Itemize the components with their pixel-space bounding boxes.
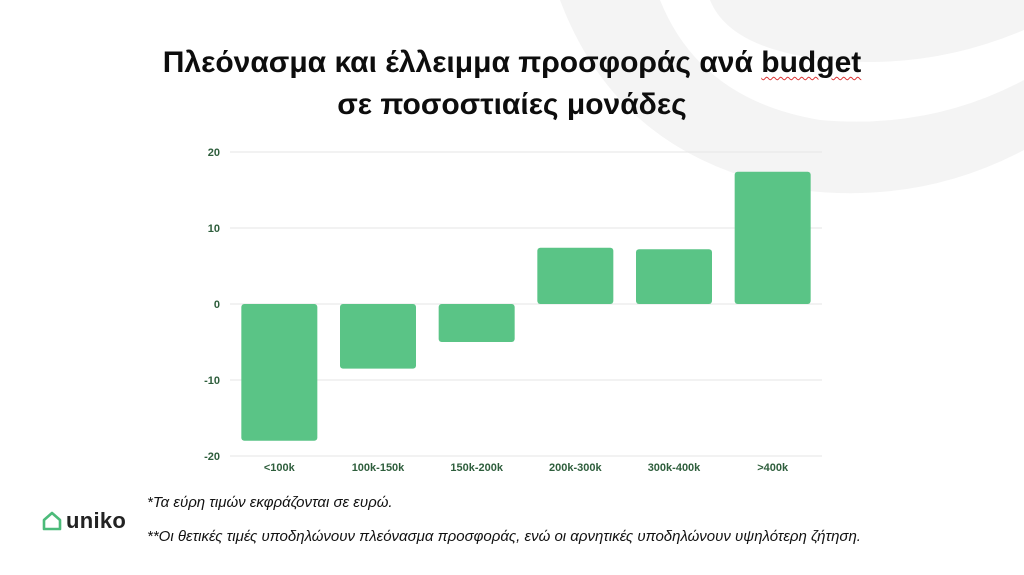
bar — [636, 249, 712, 304]
x-tick-label: 100k-150k — [352, 462, 405, 474]
title-budget-word: budget — [761, 46, 862, 79]
y-tick-label: 0 — [214, 299, 220, 311]
footnote-sign-meaning: **Οι θετικές τιμές υποδηλώνουν πλεόνασμα… — [147, 528, 861, 545]
house-icon — [42, 511, 62, 531]
title-line-2: σε ποσοστιαίες μονάδες — [337, 88, 687, 121]
y-tick-label: 10 — [208, 223, 220, 235]
x-tick-label: 150k-200k — [450, 462, 503, 474]
bar — [241, 304, 318, 441]
bar — [340, 304, 416, 369]
x-tick-label: 200k-300k — [549, 462, 602, 474]
uniko-logo: uniko — [42, 508, 126, 534]
y-tick-label: 20 — [208, 147, 220, 159]
bar — [438, 304, 515, 342]
y-tick-label: -20 — [204, 451, 220, 463]
y-tick-label: -10 — [204, 375, 220, 387]
footnote-currency: *Τα εύρη τιμών εκφράζονται σε ευρώ. — [147, 494, 393, 511]
grid-lines — [230, 151, 822, 457]
x-tick-label: <100k — [264, 462, 296, 474]
y-axis-ticks: 20 10 0 -10 -20 — [204, 147, 220, 463]
bar — [537, 247, 614, 304]
title-line-1: Πλεόνασμα και έλλειμμα προσφοράς ανά bud… — [0, 42, 1024, 84]
logo-text: uniko — [66, 508, 127, 533]
x-tick-label: 300k-400k — [648, 462, 701, 474]
x-axis-ticks: <100k 100k-150k 150k-200k 200k-300k 300k-400… — [264, 462, 789, 474]
x-tick-label: >400k — [757, 462, 789, 474]
bars — [241, 171, 811, 441]
chart-title: Πλεόνασμα και έλλειμμα προσφοράς ανά bud… — [0, 42, 1024, 126]
bar — [734, 171, 811, 304]
title-text: Πλεόνασμα και έλλειμμα προσφοράς ανά — [162, 46, 762, 79]
